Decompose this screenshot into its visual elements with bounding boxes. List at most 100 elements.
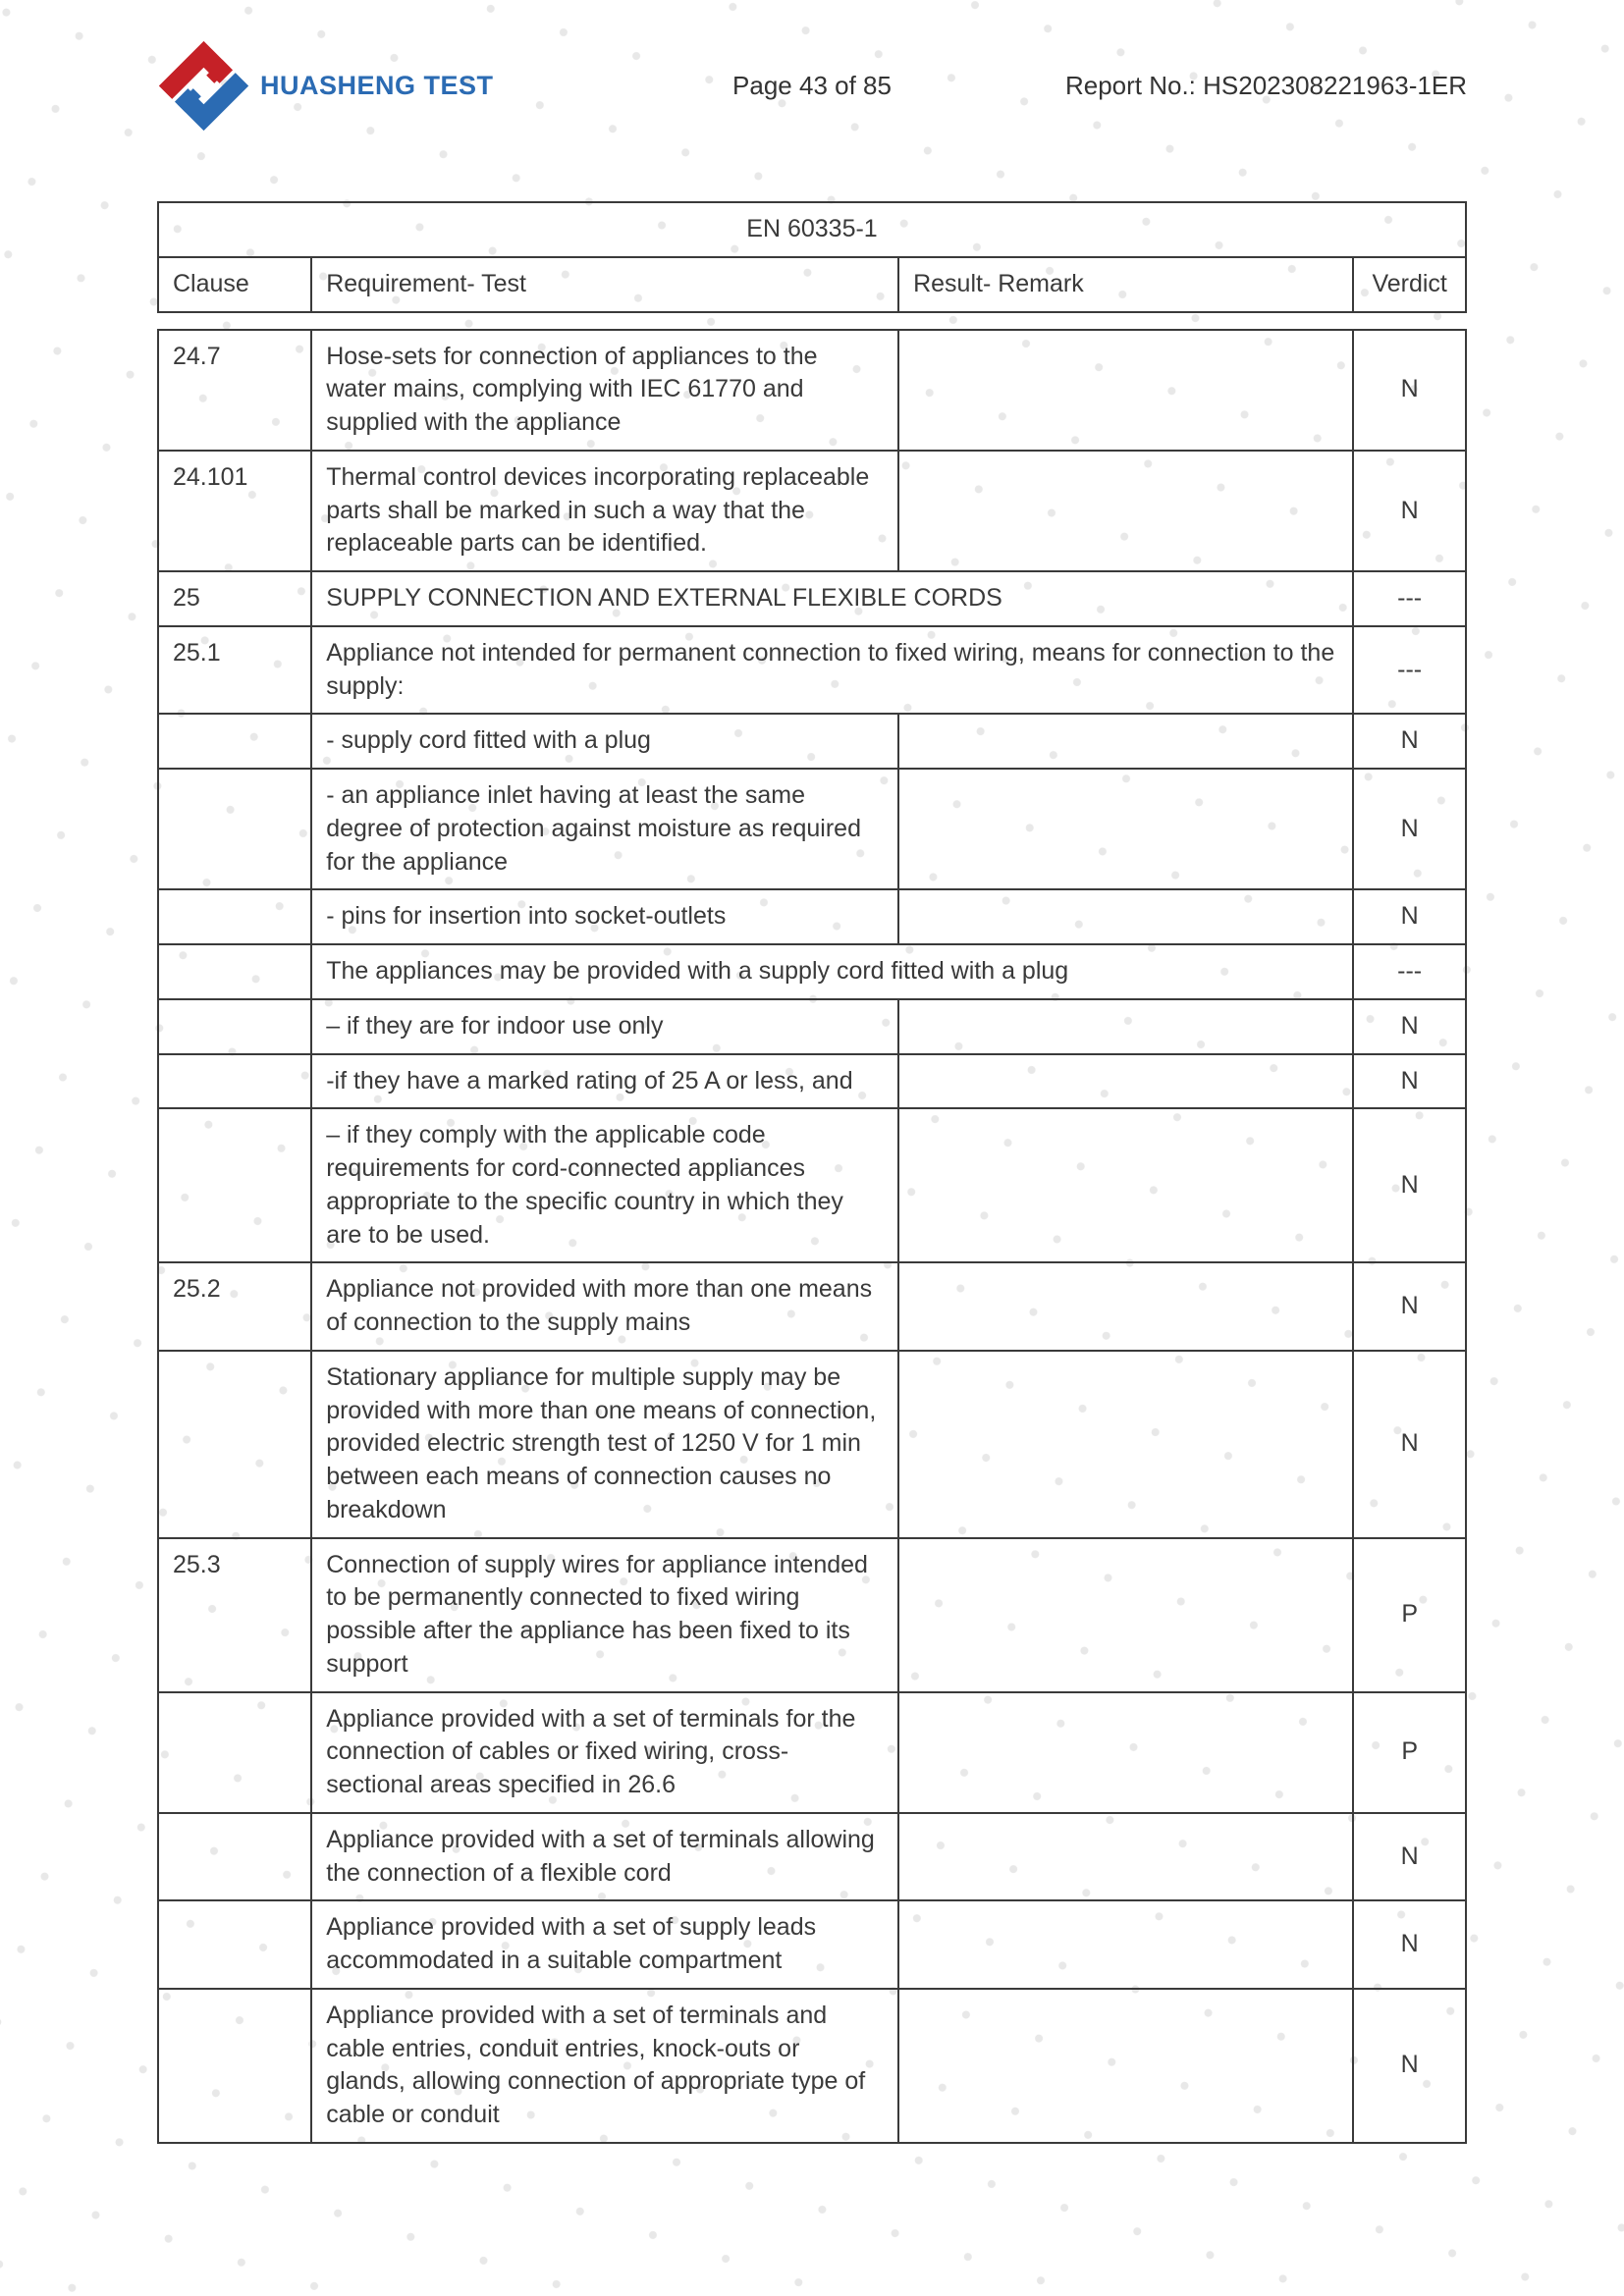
cell-verdict: N <box>1353 1351 1466 1538</box>
cell-remark <box>898 1900 1353 1989</box>
cell-remark <box>898 1813 1353 1901</box>
table-row: Appliance provided with a set of supply … <box>158 1900 1466 1989</box>
cell-requirement-merged: The appliances may be provided with a su… <box>311 944 1353 999</box>
cell-requirement: Appliance provided with a set of termina… <box>311 1692 898 1813</box>
table-row: Appliance provided with a set of termina… <box>158 1989 1466 2143</box>
table-row: 25.3Connection of supply wires for appli… <box>158 1538 1466 1692</box>
cell-requirement-merged: SUPPLY CONNECTION AND EXTERNAL FLEXIBLE … <box>311 571 1353 626</box>
cell-verdict: N <box>1353 451 1466 571</box>
table-row: Appliance provided with a set of termina… <box>158 1813 1466 1901</box>
cell-requirement: Appliance provided with a set of termina… <box>311 1989 898 2143</box>
table-row: - pins for insertion into socket-outlets… <box>158 889 1466 944</box>
cell-requirement: -if they have a marked rating of 25 A or… <box>311 1054 898 1109</box>
col-header-clause: Clause <box>158 257 311 312</box>
cell-clause <box>158 1692 311 1813</box>
table-row: 24.101Thermal control devices incorporat… <box>158 451 1466 571</box>
cell-verdict: N <box>1353 1108 1466 1262</box>
cell-clause: 25.1 <box>158 626 311 715</box>
table-row: – if they are for indoor use onlyN <box>158 999 1466 1054</box>
cell-requirement: – if they are for indoor use only <box>311 999 898 1054</box>
brand-name: HUASHENG TEST <box>260 71 494 101</box>
cell-verdict: N <box>1353 889 1466 944</box>
cell-verdict: --- <box>1353 626 1466 715</box>
cell-clause <box>158 944 311 999</box>
table-row: -if they have a marked rating of 25 A or… <box>158 1054 1466 1109</box>
table-row: 24.7Hose-sets for connection of applianc… <box>158 330 1466 451</box>
cell-requirement: - pins for insertion into socket-outlets <box>311 889 898 944</box>
brand-block: HUASHENG TEST <box>157 39 494 133</box>
table-row: Stationary appliance for multiple supply… <box>158 1351 1466 1538</box>
cell-requirement: Stationary appliance for multiple supply… <box>311 1351 898 1538</box>
cell-remark <box>898 451 1353 571</box>
table-row: 25.1Appliance not intended for permanent… <box>158 626 1466 715</box>
col-header-remark: Result- Remark <box>898 257 1353 312</box>
cell-clause: 25.2 <box>158 1262 311 1351</box>
table-gap-row <box>158 312 1466 330</box>
cell-verdict: --- <box>1353 571 1466 626</box>
table-row: – if they comply with the applicable cod… <box>158 1108 1466 1262</box>
table-title: EN 60335-1 <box>158 202 1466 257</box>
cell-verdict: N <box>1353 769 1466 889</box>
report-number: Report No.: HS202308221963-1ER <box>1065 71 1467 101</box>
cell-remark <box>898 1989 1353 2143</box>
cell-verdict: N <box>1353 1989 1466 2143</box>
cell-verdict: N <box>1353 1262 1466 1351</box>
cell-remark <box>898 999 1353 1054</box>
cell-remark <box>898 1054 1353 1109</box>
cell-clause <box>158 769 311 889</box>
col-header-verdict: Verdict <box>1353 257 1466 312</box>
cell-clause: 25.3 <box>158 1538 311 1692</box>
cell-verdict: N <box>1353 1813 1466 1901</box>
cell-clause <box>158 1900 311 1989</box>
cell-requirement: - supply cord fitted with a plug <box>311 714 898 769</box>
page-header: HUASHENG TEST Page 43 of 85 Report No.: … <box>157 39 1467 133</box>
cell-clause <box>158 714 311 769</box>
cell-requirement: Hose-sets for connection of appliances t… <box>311 330 898 451</box>
cell-remark <box>898 330 1353 451</box>
cell-remark <box>898 1262 1353 1351</box>
cell-remark <box>898 714 1353 769</box>
cell-remark <box>898 889 1353 944</box>
cell-requirement: Appliance provided with a set of supply … <box>311 1900 898 1989</box>
table-title-row: EN 60335-1 <box>158 202 1466 257</box>
cell-requirement: – if they comply with the applicable cod… <box>311 1108 898 1262</box>
cell-verdict: P <box>1353 1692 1466 1813</box>
cell-clause <box>158 1813 311 1901</box>
table-row: 25.2Appliance not provided with more tha… <box>158 1262 1466 1351</box>
table-row: 25SUPPLY CONNECTION AND EXTERNAL FLEXIBL… <box>158 571 1466 626</box>
standards-table: EN 60335-1 Clause Requirement- Test Resu… <box>157 201 1467 2144</box>
cell-remark <box>898 1108 1353 1262</box>
table-row: - an appliance inlet having at least the… <box>158 769 1466 889</box>
cell-verdict: N <box>1353 714 1466 769</box>
cell-requirement: Appliance not provided with more than on… <box>311 1262 898 1351</box>
cell-verdict: N <box>1353 330 1466 451</box>
cell-remark <box>898 1538 1353 1692</box>
cell-remark <box>898 1692 1353 1813</box>
cell-requirement: Appliance provided with a set of termina… <box>311 1813 898 1901</box>
table-header-row: Clause Requirement- Test Result- Remark … <box>158 257 1466 312</box>
table-row: The appliances may be provided with a su… <box>158 944 1466 999</box>
cell-verdict: P <box>1353 1538 1466 1692</box>
cell-clause <box>158 889 311 944</box>
cell-clause: 24.7 <box>158 330 311 451</box>
cell-requirement: Connection of supply wires for appliance… <box>311 1538 898 1692</box>
table-row: - supply cord fitted with a plug N <box>158 714 1466 769</box>
col-header-requirement: Requirement- Test <box>311 257 898 312</box>
cell-verdict: N <box>1353 1900 1466 1989</box>
cell-remark <box>898 1351 1353 1538</box>
cell-remark <box>898 769 1353 889</box>
table-row: Appliance provided with a set of termina… <box>158 1692 1466 1813</box>
company-logo-icon <box>157 39 250 133</box>
cell-requirement: - an appliance inlet having at least the… <box>311 769 898 889</box>
cell-clause <box>158 1351 311 1538</box>
cell-requirement-merged: Appliance not intended for permanent con… <box>311 626 1353 715</box>
cell-clause <box>158 1054 311 1109</box>
cell-requirement: Thermal control devices incorporating re… <box>311 451 898 571</box>
cell-clause: 24.101 <box>158 451 311 571</box>
page-number: Page 43 of 85 <box>732 71 892 101</box>
cell-clause: 25 <box>158 571 311 626</box>
cell-clause <box>158 999 311 1054</box>
cell-verdict: N <box>1353 1054 1466 1109</box>
cell-verdict: --- <box>1353 944 1466 999</box>
cell-clause <box>158 1989 311 2143</box>
